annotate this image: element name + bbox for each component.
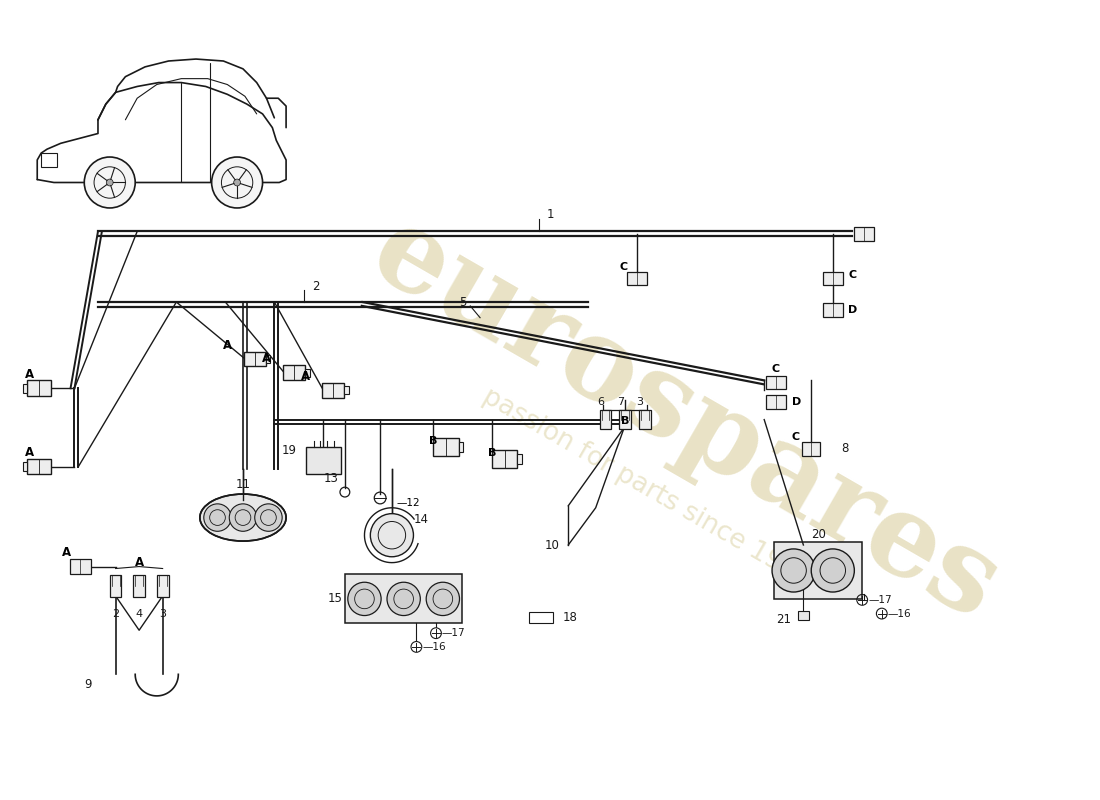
Bar [855, 227, 873, 241]
Text: eurospares: eurospares [353, 195, 1019, 644]
Text: B: B [620, 416, 629, 426]
Bar [802, 442, 821, 456]
Bar [22, 462, 28, 471]
Bar [639, 410, 650, 430]
Text: A: A [222, 338, 232, 352]
Bar [345, 574, 462, 623]
Text: 15: 15 [328, 592, 342, 606]
Circle shape [204, 504, 231, 531]
Text: C: C [619, 262, 627, 272]
Circle shape [107, 179, 113, 186]
Bar [823, 272, 843, 286]
Text: 20: 20 [811, 528, 825, 541]
Bar [619, 410, 631, 430]
Bar [283, 366, 305, 380]
Circle shape [426, 582, 460, 615]
Text: 19: 19 [282, 445, 297, 458]
Text: 6: 6 [597, 397, 604, 407]
Circle shape [387, 582, 420, 615]
Text: 8: 8 [840, 442, 848, 455]
Text: 18: 18 [563, 611, 578, 624]
Bar [492, 450, 517, 468]
Bar [157, 575, 168, 597]
Text: C: C [792, 432, 800, 442]
Text: 2: 2 [311, 280, 319, 293]
Circle shape [348, 582, 381, 615]
Text: 10: 10 [546, 538, 560, 551]
Text: A: A [134, 555, 144, 569]
Text: —12: —12 [397, 498, 420, 508]
Text: A: A [62, 546, 72, 559]
Text: D: D [848, 305, 858, 315]
Bar [459, 442, 463, 452]
Text: C: C [772, 364, 780, 374]
Bar [305, 369, 309, 377]
Bar [823, 303, 843, 317]
Circle shape [371, 514, 414, 557]
Bar [798, 610, 810, 621]
Text: —17: —17 [442, 628, 465, 638]
Bar [28, 458, 51, 474]
Bar [322, 383, 344, 398]
Text: C: C [848, 270, 857, 279]
Bar [133, 575, 145, 597]
Bar [517, 454, 522, 464]
Text: 14: 14 [414, 513, 429, 526]
Text: 5: 5 [459, 295, 466, 309]
Circle shape [811, 549, 855, 592]
Text: 9: 9 [85, 678, 92, 690]
Text: A: A [25, 368, 34, 381]
Ellipse shape [200, 494, 286, 541]
Text: D: D [792, 397, 801, 407]
Text: A: A [301, 370, 310, 383]
Bar [600, 410, 612, 430]
Text: 11: 11 [235, 478, 251, 490]
Circle shape [255, 504, 283, 531]
Text: —17: —17 [868, 595, 892, 605]
Text: 1: 1 [547, 208, 554, 222]
Bar [22, 384, 28, 393]
Circle shape [229, 504, 256, 531]
Text: 7: 7 [617, 397, 624, 407]
Bar [69, 558, 91, 574]
Text: B: B [429, 436, 437, 446]
Text: A: A [262, 352, 271, 366]
Bar [529, 612, 552, 623]
Bar [627, 272, 647, 286]
Text: A: A [25, 446, 34, 459]
Bar [767, 395, 785, 409]
Bar [774, 542, 862, 599]
Circle shape [772, 549, 815, 592]
Text: 21: 21 [777, 613, 791, 626]
Bar [433, 438, 459, 456]
Text: 3: 3 [160, 609, 166, 618]
Text: 4: 4 [135, 609, 143, 618]
Text: B: B [487, 448, 496, 458]
Bar [767, 375, 785, 390]
Bar [110, 575, 121, 597]
Circle shape [233, 179, 241, 186]
Bar [306, 447, 341, 474]
Text: —16: —16 [422, 642, 446, 652]
Bar [28, 381, 51, 396]
Text: —16: —16 [888, 609, 911, 618]
Circle shape [211, 157, 263, 208]
Bar [344, 386, 349, 394]
Text: 13: 13 [323, 472, 339, 485]
Bar [41, 153, 57, 167]
Bar [265, 355, 271, 363]
Circle shape [85, 157, 135, 208]
Text: passion for parts since 1985: passion for parts since 1985 [478, 383, 815, 593]
Text: 3: 3 [636, 397, 644, 407]
Text: 2: 2 [112, 609, 119, 618]
Bar [244, 351, 265, 366]
